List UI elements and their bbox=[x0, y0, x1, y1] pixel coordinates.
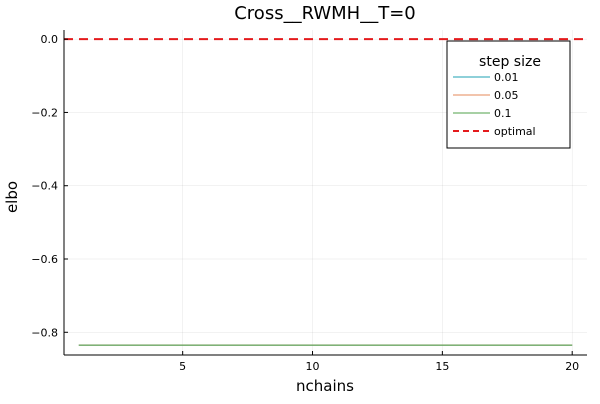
legend-title: step size bbox=[479, 54, 541, 70]
series-layer bbox=[64, 38, 587, 346]
legend-label: optimal bbox=[494, 125, 536, 138]
axes bbox=[63, 30, 587, 356]
x-tick-label: 5 bbox=[179, 360, 186, 373]
legend-label: 0.01 bbox=[494, 71, 519, 84]
y-axis-label: elbo bbox=[3, 181, 21, 213]
x-tick-label: 20 bbox=[565, 360, 579, 373]
legend-label: 0.05 bbox=[494, 89, 519, 102]
legend: step size 0.01 0.05 0.1 optimal bbox=[446, 40, 571, 149]
x-axis-label: nchains bbox=[296, 377, 354, 395]
x-tick-label: 10 bbox=[306, 360, 320, 373]
y-tick-label: 0.0 bbox=[41, 33, 59, 46]
y-tick-label: −0.6 bbox=[31, 253, 58, 266]
ticks: 5 10 15 20 0.0 −0.2 −0.4 −0.6 −0.8 bbox=[31, 33, 579, 373]
y-tick-label: −0.2 bbox=[31, 106, 58, 119]
y-tick-label: −0.8 bbox=[31, 326, 58, 339]
legend-label: 0.1 bbox=[494, 107, 512, 120]
y-tick-label: −0.4 bbox=[31, 180, 58, 193]
x-tick-label: 15 bbox=[435, 360, 449, 373]
chart-title: Cross__RWMH__T=0 bbox=[234, 3, 416, 24]
